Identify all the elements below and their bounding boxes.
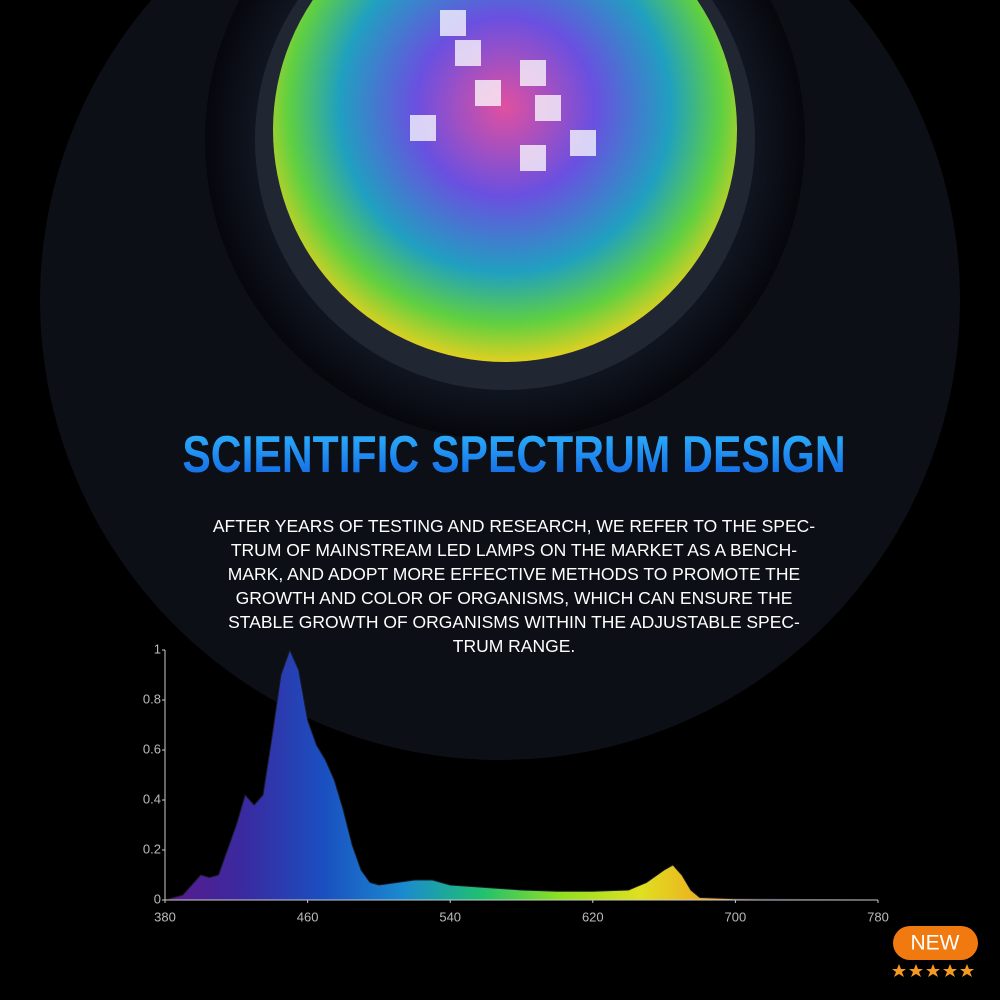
body-line: TRUM RANGE. [453, 636, 576, 656]
rating-stars [892, 964, 974, 977]
badge [893, 926, 978, 960]
x-tick-label: 620 [582, 909, 604, 924]
body-text: AFTER YEARS OF TESTING AND RESEARCH, WE … [213, 516, 815, 656]
led-chips [410, 10, 596, 171]
lamp-lens [273, 0, 737, 362]
y-tick-label: 0 [154, 891, 161, 906]
spectrum-area [164, 648, 879, 901]
body-line: TRUM OF MAINSTREAM LED LAMPS ON THE MARK… [231, 540, 797, 560]
y-tick-label: 0.2 [143, 841, 161, 856]
body-line: MARK, AND ADOPT MORE EFFECTIVE METHODS T… [228, 564, 800, 584]
body-line: AFTER YEARS OF TESTING AND RESEARCH, WE … [213, 516, 815, 536]
spectrum-chart: 0 0.2 0.4 0.6 0.8 1 380 460 540 620 700 780 [143, 641, 889, 924]
y-tick-label: 1 [154, 641, 161, 656]
body-line: GROWTH AND COLOR OF ORGANISMS, WHICH CAN… [236, 588, 793, 608]
x-tick-label: 380 [154, 909, 176, 924]
x-tick-label: 540 [439, 909, 461, 924]
x-tick-label: 700 [725, 909, 747, 924]
body-line: STABLE GROWTH OF ORGANISMS WITHIN THE AD… [228, 612, 800, 632]
y-tick-label: 0.4 [143, 791, 161, 806]
x-tick-label: 780 [867, 909, 889, 924]
y-tick-label: 0.8 [143, 691, 161, 706]
heading: SCIENTIFIC SPECTRUM DESIGN [182, 426, 845, 484]
y-tick-label: 0.6 [143, 741, 161, 756]
x-tick-label: 460 [297, 909, 319, 924]
badge-label: NEW [911, 932, 960, 955]
